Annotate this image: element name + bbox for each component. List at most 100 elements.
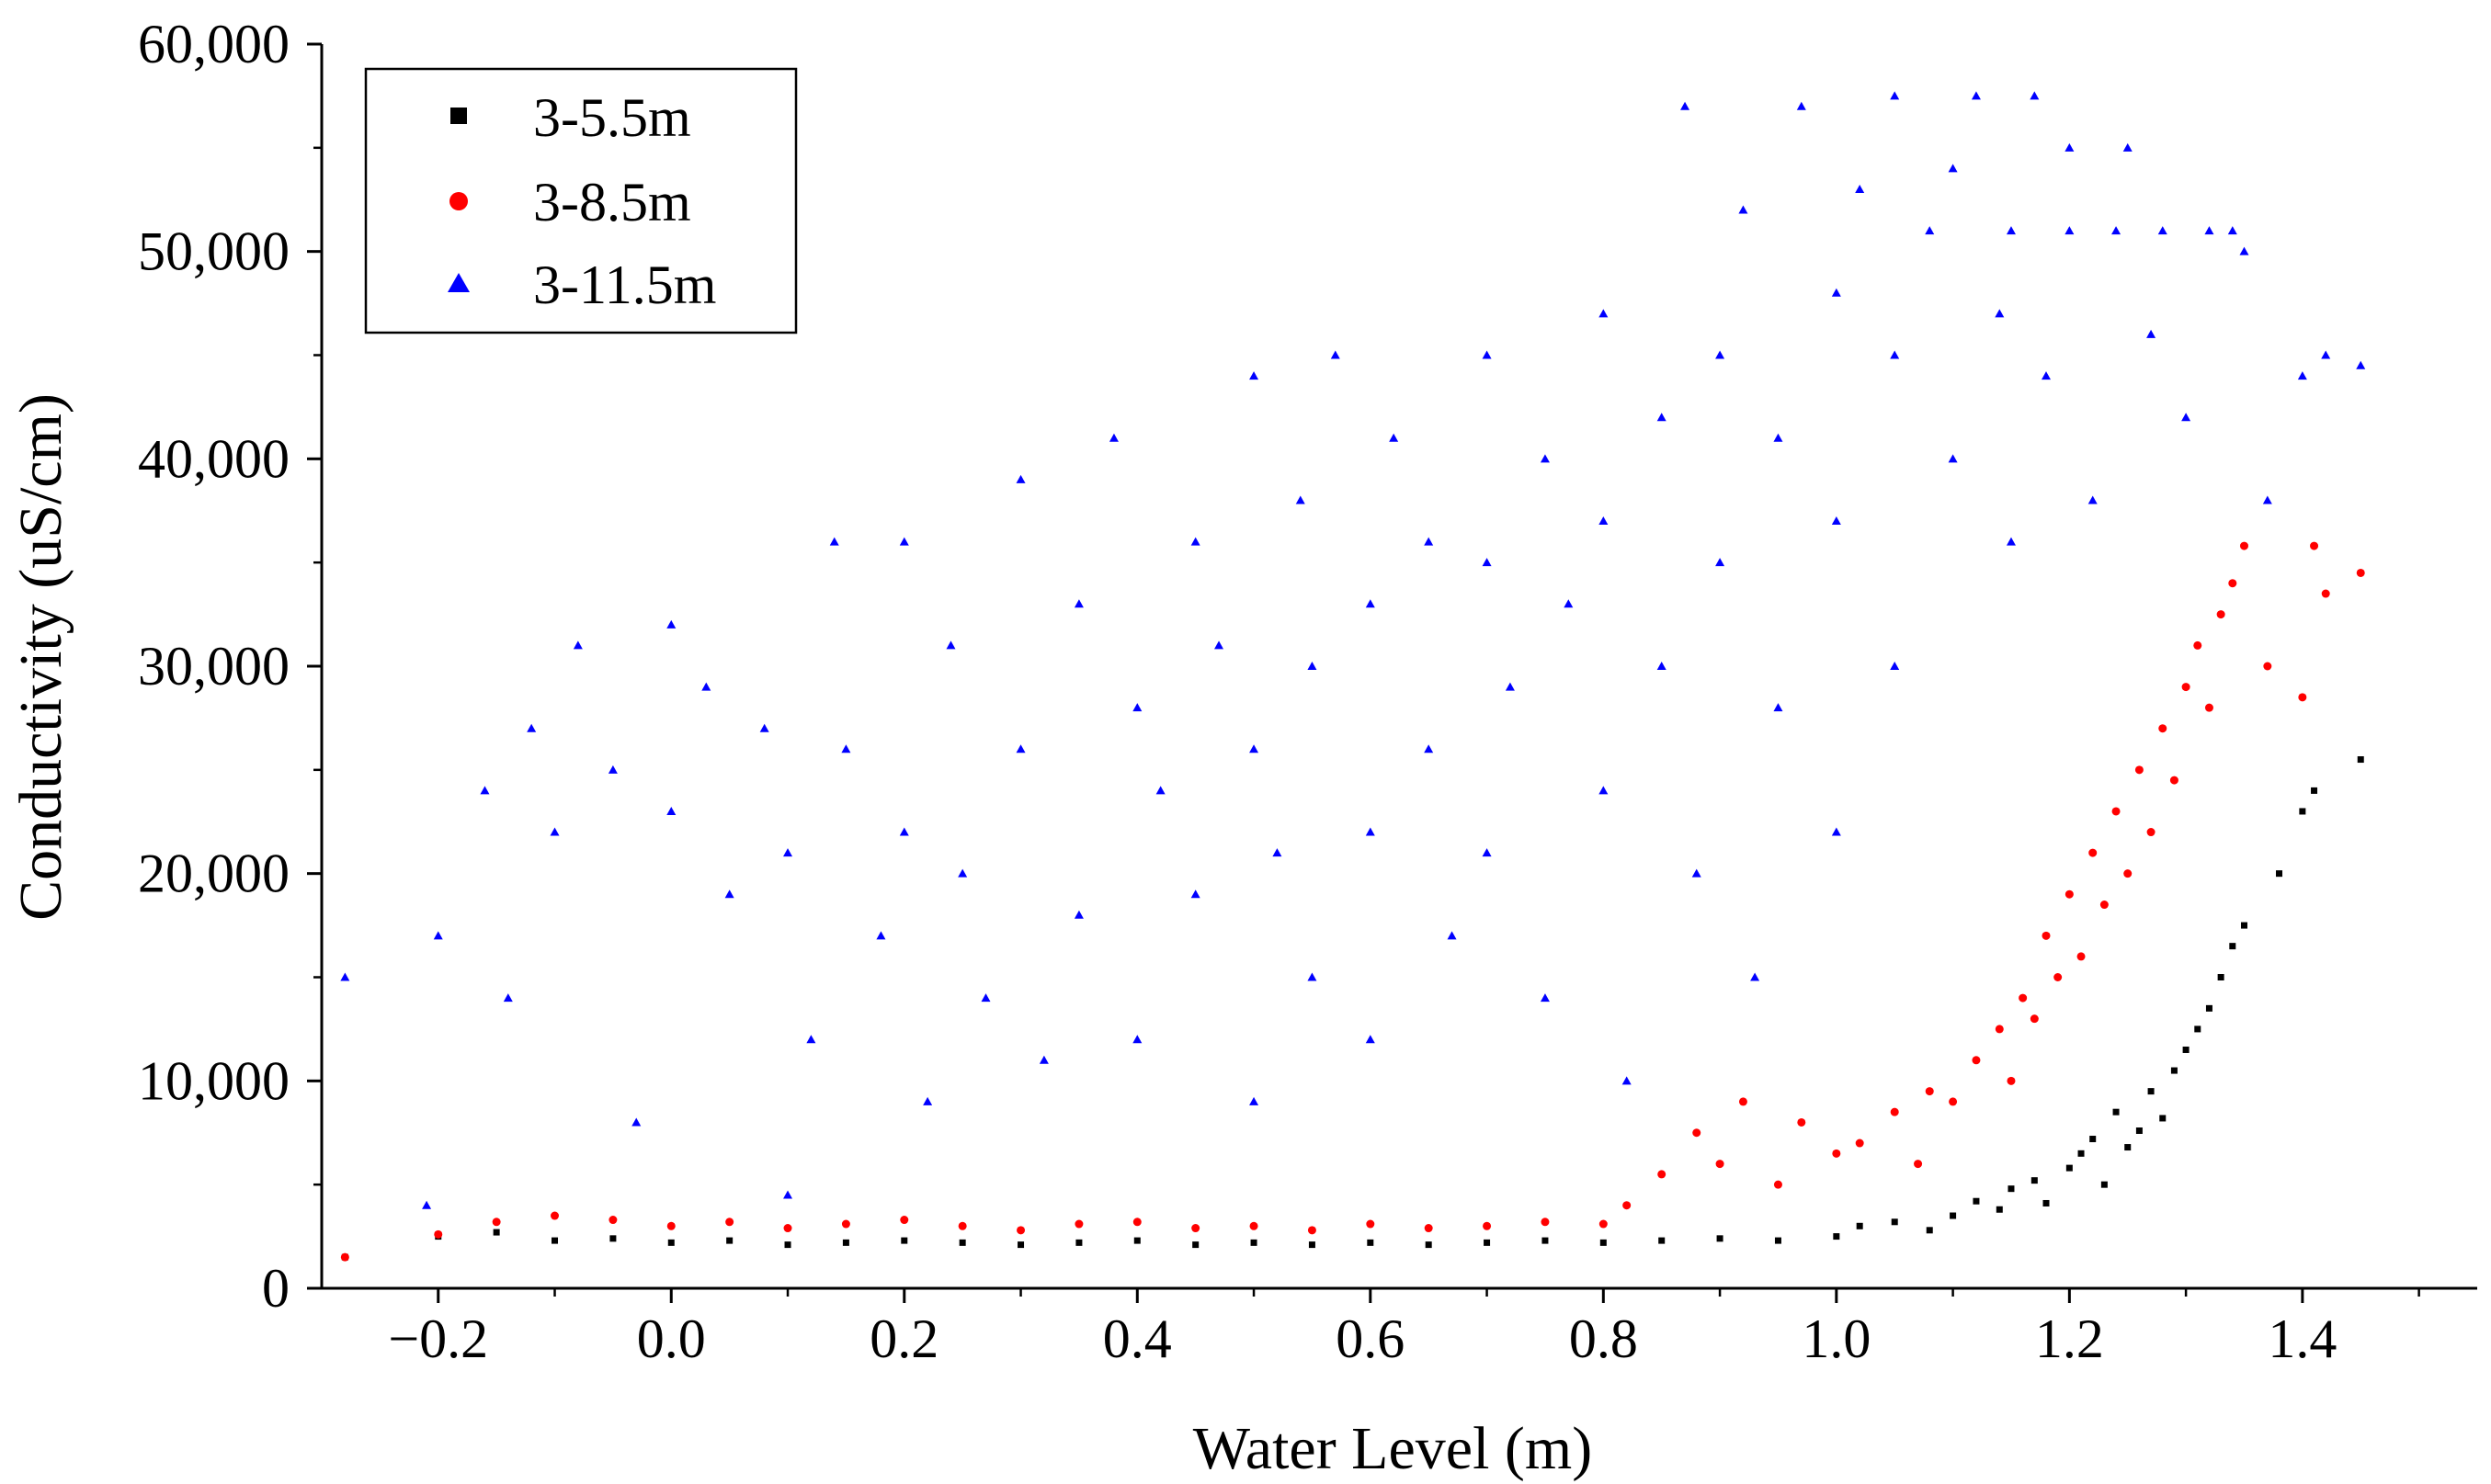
legend: 3-5.5m 3-8.5m 3-11.5m <box>364 67 798 334</box>
data-point <box>1622 1201 1632 1210</box>
data-point <box>759 723 769 732</box>
data-point <box>1307 1226 1316 1235</box>
data-point <box>1692 1128 1701 1138</box>
data-point <box>1621 1076 1632 1085</box>
data-point <box>2357 756 2364 764</box>
data-point <box>2299 808 2306 815</box>
y-tick-label: 20,000 <box>138 844 290 904</box>
data-point <box>666 1221 676 1230</box>
data-point <box>958 868 968 878</box>
data-point <box>1855 184 1865 193</box>
data-point <box>2146 828 2155 837</box>
data-point <box>899 827 909 836</box>
data-point <box>2065 1164 2073 1172</box>
data-point <box>1505 682 1515 691</box>
data-point <box>1389 433 1399 442</box>
data-point <box>1773 433 1783 442</box>
data-point <box>1365 1035 1375 1044</box>
data-point <box>1995 309 2005 318</box>
data-point <box>608 765 618 774</box>
data-point <box>1599 1239 1607 1246</box>
data-point <box>1716 1235 1723 1242</box>
data-point <box>2297 371 2307 380</box>
data-point <box>2006 226 2016 235</box>
data-point <box>1738 205 1748 214</box>
data-point <box>1831 288 1841 297</box>
data-point <box>434 1229 443 1239</box>
data-point <box>2263 662 2272 671</box>
y-tick-label: 60,000 <box>138 14 290 74</box>
data-point <box>1109 433 1119 442</box>
data-point <box>1075 1219 1084 1229</box>
data-point <box>876 931 886 940</box>
x-tick-label: 1.4 <box>2268 1308 2337 1369</box>
data-point <box>1914 1160 1923 1169</box>
data-point <box>1424 744 1434 753</box>
data-point <box>2112 1108 2120 1116</box>
data-point <box>1657 1170 1666 1179</box>
data-point <box>1715 1160 1724 1169</box>
data-point <box>1890 1107 1899 1116</box>
data-point <box>2321 589 2330 598</box>
data-point <box>2076 952 2086 961</box>
data-point <box>2099 901 2109 910</box>
data-point <box>806 1035 816 1044</box>
data-point <box>1948 164 1958 173</box>
data-point <box>2123 869 2133 878</box>
data-point <box>1715 558 1725 567</box>
data-point <box>1190 889 1200 899</box>
data-point <box>631 1117 642 1127</box>
data-point <box>1541 1218 1550 1227</box>
data-point <box>2135 1127 2143 1134</box>
x-tick-label: 1.2 <box>2035 1308 2104 1369</box>
data-point <box>1192 1241 1200 1249</box>
data-point <box>1272 848 1282 857</box>
legend-label: 3-11.5m <box>533 255 716 315</box>
data-point <box>1691 868 1701 878</box>
data-point <box>1656 662 1666 670</box>
y-tick-label: 40,000 <box>138 428 290 489</box>
data-point <box>551 1211 560 1220</box>
y-tick-label: 10,000 <box>138 1050 290 1111</box>
y-tick-label: 50,000 <box>138 221 290 282</box>
data-point <box>2169 776 2178 785</box>
tick-labels: −0.2 0.0 0.2 0.4 0.6 0.8 1.0 1.2 1.4 0 10,000 20,00… <box>138 14 2337 1369</box>
data-point <box>2042 931 2051 940</box>
data-point <box>1482 848 1492 857</box>
data-point <box>2204 703 2213 712</box>
data-point <box>1856 1222 1863 1229</box>
data-point <box>1307 972 1317 981</box>
data-point <box>2134 765 2144 775</box>
legend-label: 3-5.5m <box>533 87 691 148</box>
data-point <box>783 1190 793 1199</box>
data-point <box>1832 1149 1841 1158</box>
data-point <box>2194 1025 2201 1033</box>
data-point <box>1738 1097 1747 1106</box>
data-point <box>901 1237 908 1244</box>
data-point <box>2064 226 2075 235</box>
data-point <box>1424 537 1434 546</box>
data-point <box>1925 1087 1934 1096</box>
data-point <box>2217 974 2224 980</box>
legend-item-3-5.5m: 3-5.5m <box>450 87 691 148</box>
data-point <box>2181 683 2190 692</box>
data-point <box>1996 1206 2003 1213</box>
axes <box>307 42 2477 1303</box>
data-point <box>2262 495 2272 504</box>
x-tick-label: 0.8 <box>1569 1308 1638 1369</box>
legend-item-3-11.5m: 3-11.5m <box>448 255 716 315</box>
data-point <box>2311 787 2318 794</box>
data-point <box>1484 1239 1491 1246</box>
data-point <box>1773 703 1783 712</box>
data-point <box>2298 693 2307 702</box>
legend-frame <box>364 67 798 334</box>
data-point <box>1541 1237 1549 1244</box>
data-point <box>784 1241 791 1249</box>
data-point <box>1482 350 1492 359</box>
data-point <box>2276 870 2283 878</box>
data-point <box>2007 1076 2016 1085</box>
data-point <box>1307 662 1317 670</box>
x-tick-label: 0.0 <box>637 1308 706 1369</box>
data-point <box>2310 541 2319 550</box>
